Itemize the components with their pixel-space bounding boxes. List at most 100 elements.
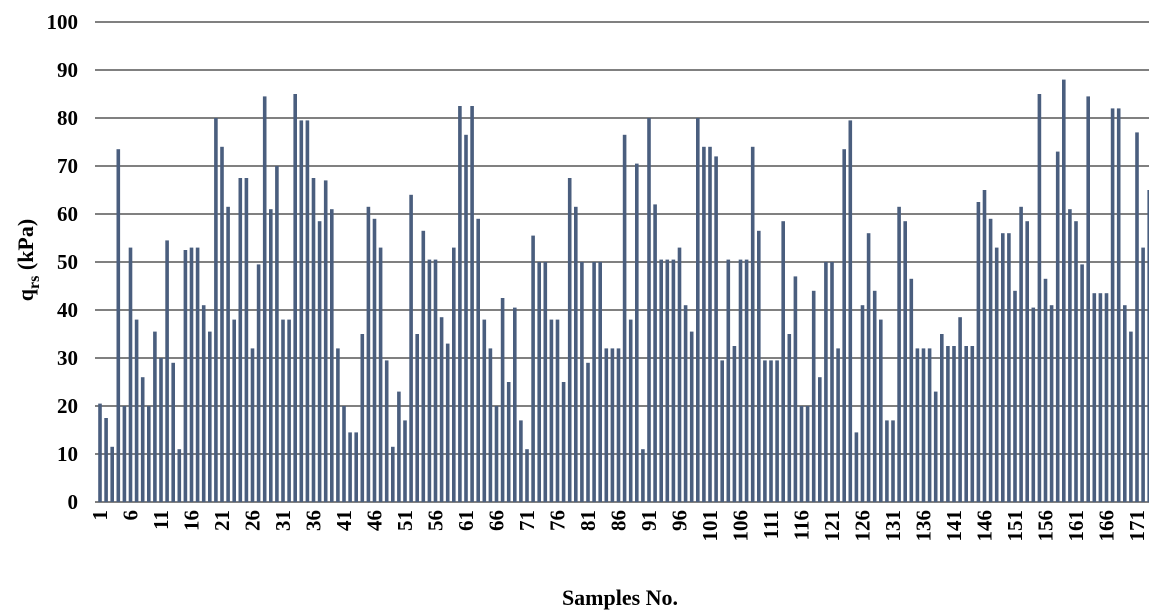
bar	[1129, 331, 1133, 502]
x-tick-label: 21	[210, 510, 234, 531]
bar	[775, 360, 779, 502]
x-tick-label: 101	[698, 510, 722, 542]
bar	[952, 346, 956, 502]
y-tick-label: 30	[57, 346, 78, 370]
bar	[342, 406, 346, 502]
bar	[293, 94, 297, 502]
x-tick-label: 146	[973, 510, 997, 542]
x-tick-label: 61	[454, 510, 478, 531]
bar	[1019, 206, 1023, 503]
bars	[98, 79, 1149, 503]
bar	[275, 166, 279, 502]
x-tick-label: 121	[820, 510, 844, 542]
y-tick-labels: 0 10 20 30 40 50 60 70 80 90 100	[47, 10, 79, 514]
bar	[262, 96, 267, 503]
bar	[488, 348, 493, 502]
bar	[702, 146, 706, 503]
x-tick-label: 131	[881, 510, 905, 542]
bar	[500, 298, 505, 502]
bar	[250, 348, 255, 502]
bar	[110, 446, 114, 502]
x-tick-label: 6	[119, 510, 143, 521]
bar	[903, 221, 907, 502]
y-axis-title-subscript: rs	[26, 276, 43, 289]
x-tick-label: 136	[912, 510, 936, 542]
bar	[1135, 132, 1139, 502]
bar	[616, 348, 621, 502]
x-tick-label: 36	[302, 510, 326, 531]
bar	[927, 348, 932, 502]
bar	[720, 360, 724, 502]
y-tick-label: 100	[47, 10, 79, 34]
bar	[940, 334, 944, 502]
bar	[305, 120, 310, 503]
bar	[330, 209, 334, 502]
y-tick-label: 90	[57, 58, 78, 82]
bar	[384, 360, 389, 502]
bar	[622, 134, 627, 503]
x-tick-label: 86	[607, 510, 631, 531]
bar	[598, 262, 602, 502]
bar	[799, 406, 804, 502]
bar	[561, 382, 566, 502]
x-tick-label: 26	[241, 510, 265, 531]
bar	[1025, 221, 1029, 502]
bar	[348, 432, 352, 502]
x-tick-label: 171	[1125, 510, 1149, 542]
bar	[415, 334, 419, 502]
x-tick-labels: 1 6 11 16 21 26 31 36 41 46 51 56 61 66 71 76 81 86 91 96 10…	[88, 510, 1149, 542]
bar	[104, 418, 108, 502]
x-tick-label: 156	[1034, 510, 1058, 542]
bar	[208, 331, 212, 502]
y-axis-title-main: q	[13, 288, 38, 301]
bar	[921, 348, 926, 502]
bar	[513, 307, 517, 502]
bar	[1147, 190, 1149, 502]
bar	[494, 406, 499, 502]
bar	[1098, 293, 1103, 502]
bar	[244, 178, 249, 502]
bar	[738, 259, 743, 502]
bar	[116, 149, 121, 502]
bar	[866, 233, 871, 502]
bar	[714, 156, 718, 502]
bar	[604, 348, 609, 502]
bar	[476, 218, 480, 503]
bar	[964, 346, 968, 502]
bar	[555, 319, 560, 502]
bar	[543, 262, 548, 502]
bar	[183, 250, 188, 502]
bar	[635, 163, 639, 502]
bar	[1043, 278, 1048, 502]
bar	[1092, 293, 1097, 502]
bar	[226, 206, 230, 503]
bar	[842, 149, 846, 502]
bar	[1007, 233, 1011, 502]
x-tick-label: 1	[88, 510, 112, 521]
y-tick-label: 40	[57, 298, 78, 322]
bar	[189, 247, 194, 502]
bar	[506, 382, 511, 502]
bar	[336, 348, 340, 502]
bar	[970, 346, 975, 502]
bar	[891, 420, 895, 502]
bar	[1110, 108, 1115, 503]
bar	[787, 334, 792, 502]
bar	[567, 178, 572, 502]
bar	[128, 247, 133, 502]
bar	[1062, 79, 1066, 502]
bar	[1055, 151, 1060, 502]
x-tick-label: 91	[637, 510, 661, 531]
bar	[732, 346, 737, 502]
bar	[482, 319, 487, 502]
x-tick-label: 126	[851, 510, 875, 542]
bar	[1031, 307, 1036, 502]
y-tick-label: 10	[57, 442, 78, 466]
bar	[140, 377, 145, 502]
bar	[958, 317, 962, 502]
bar	[159, 358, 163, 502]
bar	[750, 146, 755, 503]
bar	[439, 317, 444, 502]
bar	[586, 362, 590, 502]
